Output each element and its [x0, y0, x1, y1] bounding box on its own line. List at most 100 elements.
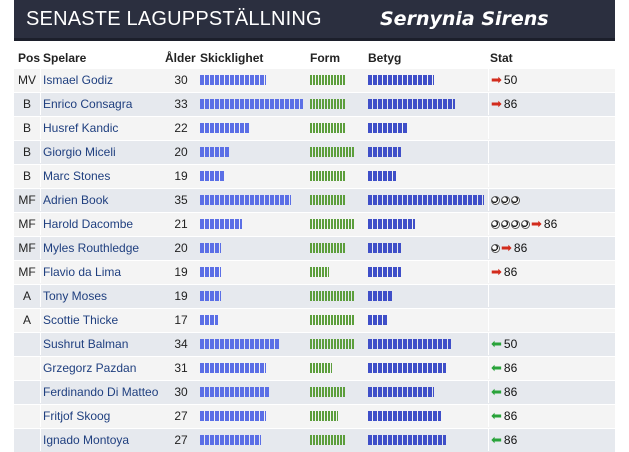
- skill-bar: [200, 363, 266, 373]
- player-name-link[interactable]: Myles Routhledge: [40, 237, 183, 259]
- player-name-link[interactable]: Harold Dacombe: [40, 213, 183, 235]
- rating-bar: [368, 243, 401, 253]
- table-row: MF Flavio da Lima 19 ➡ 86: [14, 260, 615, 284]
- player-position: [14, 357, 40, 379]
- player-name-link[interactable]: Adrien Book: [40, 189, 183, 211]
- skill-cell: [198, 381, 308, 403]
- player-position: MF: [18, 217, 36, 231]
- stat-cell: ⬅ 86: [488, 381, 614, 403]
- form-bar: [310, 147, 354, 157]
- player-age: 19: [174, 265, 188, 279]
- player-age: 35: [174, 193, 188, 207]
- skill-bar: [200, 123, 250, 133]
- rating-cell: [366, 261, 488, 283]
- stat-cell: [488, 165, 614, 187]
- player-age: 20: [174, 145, 188, 159]
- skill-bar: [200, 387, 270, 397]
- rating-cell: [366, 429, 488, 451]
- col-pos: Pos: [18, 51, 41, 65]
- player-age: 21: [174, 217, 188, 231]
- player-position: MF: [18, 241, 36, 255]
- player-name-link[interactable]: Giorgio Miceli: [40, 141, 183, 163]
- player-age: 22: [174, 121, 188, 135]
- form-bar: [310, 363, 332, 373]
- skill-cell: [198, 93, 308, 115]
- col-rating: Betyg: [368, 51, 402, 65]
- form-cell: [308, 333, 366, 355]
- rating-bar: [368, 171, 396, 181]
- player-age: 27: [174, 433, 188, 447]
- rating-bar: [368, 147, 401, 157]
- stat-value: 86: [503, 97, 518, 111]
- form-bar: [310, 243, 346, 253]
- skill-bar: [200, 291, 221, 301]
- table-row: MF Adrien Book 35: [14, 188, 615, 212]
- player-name-link[interactable]: Scottie Thicke: [40, 309, 183, 331]
- player-name-link[interactable]: Ismael Godiz: [40, 69, 183, 91]
- page-title: SENASTE LAGUPPSTÄLLNING: [26, 8, 322, 30]
- form-cell: [308, 357, 366, 379]
- rating-cell: [366, 189, 488, 211]
- rating-bar: [368, 387, 434, 397]
- form-bar: [310, 171, 346, 181]
- player-position: B: [22, 145, 31, 159]
- table-header: Pos Spelare Ålder Skicklighet Form Betyg…: [14, 44, 615, 68]
- player-name-link[interactable]: Enrico Consagra: [40, 93, 183, 115]
- player-position: [14, 381, 40, 403]
- form-cell: [308, 429, 366, 451]
- player-age: 31: [174, 361, 188, 375]
- stat-value: 86: [503, 409, 518, 423]
- player-position: [14, 333, 40, 355]
- skill-cell: [198, 213, 308, 235]
- player-position: MV: [18, 73, 36, 87]
- stat-cell: ➡ 86: [488, 213, 614, 235]
- player-name-link[interactable]: Tony Moses: [40, 285, 183, 307]
- player-age: 30: [174, 385, 188, 399]
- player-name-link[interactable]: Marc Stones: [40, 165, 183, 187]
- skill-cell: [198, 261, 308, 283]
- player-name-link[interactable]: Fritjof Skoog: [40, 405, 183, 427]
- player-age: 20: [174, 241, 188, 255]
- skill-cell: [198, 405, 308, 427]
- col-player: Spelare: [43, 51, 87, 65]
- form-cell: [308, 381, 366, 403]
- skill-bar: [200, 147, 230, 157]
- skill-cell: [198, 189, 308, 211]
- form-cell: [308, 189, 366, 211]
- player-name-link[interactable]: Sushrut Balman: [40, 333, 183, 355]
- stat-cell: [488, 141, 614, 163]
- form-bar: [310, 123, 346, 133]
- stat-cell: ⬅ 86: [488, 357, 614, 379]
- skill-cell: [198, 237, 308, 259]
- football-icon: [501, 219, 510, 229]
- skill-cell: [198, 141, 308, 163]
- skill-bar: [200, 195, 291, 205]
- football-icon: [491, 243, 500, 253]
- form-cell: [308, 213, 366, 235]
- player-position: MF: [18, 193, 36, 207]
- rating-bar: [368, 291, 392, 301]
- skill-bar: [200, 171, 225, 181]
- table-row: Ferdinando Di Matteo 30 ⬅ 86: [14, 380, 615, 404]
- team-name[interactable]: Sernynia Sirens: [380, 8, 549, 30]
- stat-cell: [488, 285, 614, 307]
- skill-bar: [200, 339, 280, 349]
- player-position: B: [22, 169, 31, 183]
- player-name-link[interactable]: Husref Kandic: [40, 117, 183, 139]
- rating-cell: [366, 357, 488, 379]
- table-row: Fritjof Skoog 27 ⬅ 86: [14, 404, 615, 428]
- table-row: MV Ismael Godiz 30 ➡ 50: [14, 68, 615, 92]
- stat-cell: ➡ 86: [488, 237, 614, 259]
- skill-cell: [198, 429, 308, 451]
- stat-cell: ⬅ 86: [488, 405, 614, 427]
- down-arrow-icon: ⬅: [491, 336, 502, 351]
- down-arrow-icon: ⬅: [491, 432, 502, 447]
- form-cell: [308, 141, 366, 163]
- player-name-link[interactable]: Ignado Montoya: [40, 429, 183, 451]
- rating-cell: [366, 309, 488, 331]
- player-name-link[interactable]: Grzegorz Pazdan: [40, 357, 183, 379]
- player-name-link[interactable]: Ferdinando Di Matteo: [40, 381, 183, 403]
- stat-value: 86: [513, 241, 528, 255]
- rating-cell: [366, 333, 488, 355]
- player-name-link[interactable]: Flavio da Lima: [40, 261, 183, 283]
